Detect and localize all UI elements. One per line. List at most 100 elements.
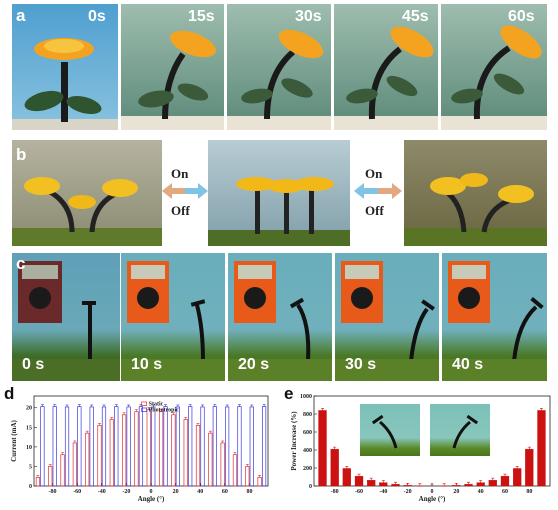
bar-static (35, 477, 41, 487)
panel-a-photo-60s (441, 4, 547, 130)
bar-value (403, 485, 412, 487)
bar-static (85, 432, 90, 487)
panel-a-photo-15s (121, 4, 224, 130)
panel-c-photo-10s (121, 253, 225, 381)
bar-static (183, 419, 188, 487)
time-label: 45s (402, 8, 429, 25)
bar-static (60, 454, 65, 487)
bar-phototropic (64, 406, 70, 487)
y-tick-label: 400 (303, 448, 312, 454)
bar-value (513, 468, 522, 487)
legend-entry: Phototropic (149, 408, 180, 414)
y-axis-label: Current (mA) (10, 420, 18, 462)
x-tick-label: 80 (526, 489, 532, 495)
on-label: On (365, 166, 383, 181)
x-tick-label: 0 (431, 489, 434, 495)
bar-phototropic (261, 406, 267, 487)
x-tick-label: -80 (48, 489, 56, 495)
legend-swatch (141, 401, 147, 406)
y-tick-label: 10 (26, 445, 32, 451)
bar-phototropic (188, 406, 193, 487)
panel-a-photo-0s (12, 4, 118, 130)
multimeter-image (442, 261, 547, 381)
time-label: 60s (508, 8, 535, 25)
panel-inset-image (452, 414, 479, 449)
bar-static (72, 442, 77, 487)
chart-e-power-increase: 0 200 400 600 800 1000 -80 -60 -40 -20 0 20 40 60 80 An… (290, 394, 551, 503)
bar-value (452, 485, 461, 487)
flower-image (12, 38, 118, 130)
x-tick-label: 20 (453, 489, 459, 495)
time-label: 40 s (452, 356, 484, 373)
double-arrow-icon (162, 183, 208, 199)
bar-value (354, 475, 364, 487)
bar-static (257, 477, 262, 487)
y-tick-label: 5 (29, 464, 32, 470)
x-tick-label: -40 (98, 489, 106, 495)
off-label: Off (365, 203, 384, 218)
panel-c-photo-20s (228, 253, 332, 381)
panel-inset-image (371, 414, 398, 449)
flower-image (334, 26, 438, 130)
x-tick-label: 60 (222, 489, 228, 495)
x-tick-label: -20 (122, 489, 130, 495)
panel-d-label: d (4, 384, 15, 403)
panel-a-photo-30s (227, 4, 331, 130)
inset-photo-left (360, 404, 420, 456)
y-tick-label: 0 (309, 484, 312, 490)
on-label: On (171, 166, 189, 181)
panel-c-label: c (16, 254, 26, 273)
bar-phototropic (52, 406, 57, 487)
time-label: 15s (188, 8, 215, 25)
y-tick-label: 0 (29, 484, 32, 490)
x-tick-label: -20 (404, 489, 412, 495)
bar-value (330, 448, 339, 487)
bar-phototropic (163, 406, 168, 487)
panel-b-label: b (16, 145, 27, 164)
bar-phototropic (138, 406, 144, 487)
bar-static (232, 454, 238, 487)
bar-value (500, 475, 510, 487)
multimeter-image (228, 261, 332, 381)
time-label: 30 s (345, 356, 377, 373)
bar-phototropic (101, 406, 107, 487)
bar-phototropic (200, 406, 205, 487)
panel-e-label: e (284, 384, 294, 403)
x-tick-label: 0 (150, 489, 153, 495)
bar-value (476, 482, 485, 487)
legend-entry: Static (149, 402, 164, 408)
x-tick-label: 40 (478, 489, 484, 495)
bar-static (208, 432, 213, 487)
x-axis-label: Angle (°) (419, 495, 446, 503)
flower-image (441, 25, 547, 130)
flower-image (227, 29, 331, 130)
multimeter-image (335, 261, 439, 381)
panel-c-photo-40s (442, 253, 547, 381)
bar-value (525, 448, 534, 487)
y-tick-label: 15 (26, 425, 32, 431)
bar-phototropic (212, 406, 217, 487)
bar-phototropic (40, 406, 45, 487)
bar-value (488, 480, 497, 487)
legend-swatch (141, 407, 147, 412)
off-label: Off (171, 203, 190, 218)
bar-value (537, 410, 546, 487)
flowers-image (208, 177, 350, 246)
y-tick-label: 200 (303, 466, 312, 472)
panel-c-photo-30s (335, 253, 439, 381)
bar-static (109, 419, 114, 487)
x-tick-label: -40 (379, 489, 387, 495)
panel-a-photo-45s (334, 4, 438, 130)
bar-phototropic (151, 406, 156, 487)
y-tick-label: 20 (26, 406, 32, 412)
bar-static (195, 424, 201, 487)
bar-static (171, 414, 176, 487)
y-axis-label: Power Increase (%) (290, 411, 298, 471)
x-tick-label: -60 (355, 489, 363, 495)
y-tick-label: 800 (303, 412, 312, 418)
x-tick-label: -60 (73, 489, 81, 495)
bar-phototropic (225, 406, 230, 487)
y-tick-label: 600 (303, 430, 312, 436)
panel-b-photo-right (404, 140, 547, 246)
panel-b-photo-center (208, 140, 350, 246)
